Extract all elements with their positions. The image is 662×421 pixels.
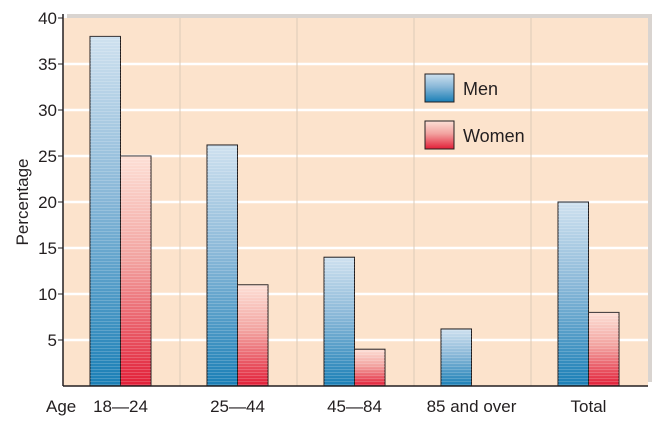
legend-label-women: Women: [463, 126, 525, 146]
x-tick-label: 25—44: [210, 397, 265, 416]
legend: Men Women: [424, 73, 525, 150]
category-separators: [179, 18, 532, 386]
y-axis-ticks: 5 10 15 20 25 30 35 40: [38, 9, 63, 350]
bar-texture: [588, 312, 619, 386]
bar-texture: [90, 36, 121, 387]
bar-texture: [441, 328, 472, 386]
y-tick-label: 10: [38, 285, 57, 304]
y-tick-label: 15: [38, 239, 57, 258]
y-tick-label: 5: [48, 331, 57, 350]
bar-texture: [558, 202, 589, 386]
x-tick-label: 45—84: [327, 397, 382, 416]
bar-texture: [120, 156, 151, 386]
x-axis-title: Age: [46, 397, 76, 416]
y-tick-label: 40: [38, 9, 57, 28]
x-axis-labels: 18—24 25—44 45—84 85 and over Total: [93, 397, 606, 416]
bars: [89, 35, 620, 387]
y-axis-title: Percentage: [13, 159, 32, 246]
legend-swatch-women: [424, 120, 455, 150]
bar-texture: [324, 257, 355, 386]
legend-label-men: Men: [463, 79, 498, 99]
x-tick-label: 85 and over: [427, 397, 517, 416]
y-tick-label: 25: [38, 147, 57, 166]
y-tick-label: 30: [38, 101, 57, 120]
y-tick-label: 35: [38, 55, 57, 74]
bar-texture: [237, 284, 268, 386]
y-tick-label: 20: [38, 193, 57, 212]
x-tick-label: Total: [571, 397, 607, 416]
plot-area: [62, 14, 652, 387]
gridlines: [63, 62, 648, 342]
legend-swatch-men: [424, 73, 455, 103]
bar-texture: [207, 144, 238, 386]
bar-texture: [354, 349, 385, 386]
x-tick-label: 18—24: [93, 397, 148, 416]
